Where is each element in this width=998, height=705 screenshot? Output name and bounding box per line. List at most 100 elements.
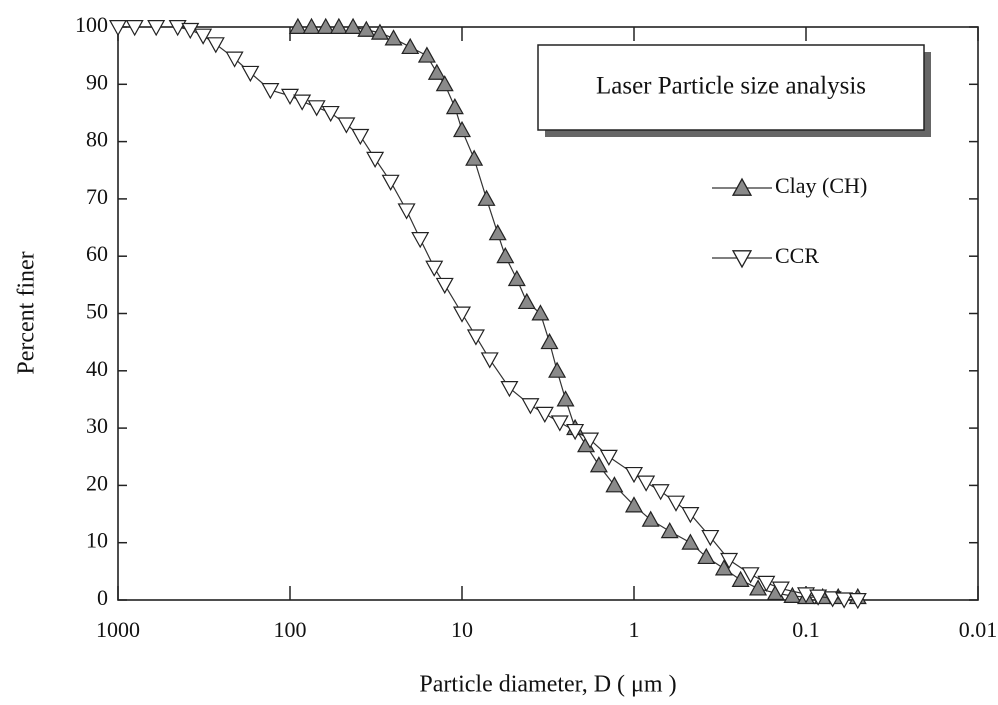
data-point — [366, 151, 385, 169]
y-tick-label: 90 — [86, 69, 108, 94]
x-tick-label: 10 — [451, 617, 473, 642]
y-tick-label: 80 — [86, 127, 108, 152]
data-point — [435, 75, 454, 92]
data-point — [731, 570, 750, 587]
data-point — [701, 529, 720, 547]
data-point — [465, 149, 484, 166]
data-point — [720, 552, 739, 570]
data-point — [641, 510, 660, 527]
data-point — [381, 174, 400, 191]
data-point — [302, 17, 321, 35]
data-point — [351, 128, 370, 146]
data-point — [651, 484, 670, 501]
data-point — [329, 17, 348, 35]
data-point — [181, 22, 200, 40]
legend-label: Clay (CH) — [775, 173, 867, 198]
data-point — [666, 495, 686, 512]
y-tick-label: 100 — [75, 12, 108, 37]
data-point — [521, 398, 540, 415]
data-point — [741, 567, 760, 584]
data-point — [370, 23, 389, 40]
data-point — [771, 581, 790, 598]
data-point — [466, 329, 485, 346]
data-point — [288, 17, 307, 35]
data-point — [261, 83, 280, 100]
data-point — [206, 37, 225, 54]
data-point — [605, 476, 624, 493]
data-point — [397, 203, 416, 220]
data-point — [835, 592, 854, 609]
data-point — [500, 380, 519, 398]
data-point — [427, 63, 446, 80]
data-point — [280, 88, 300, 105]
data-point — [809, 589, 828, 606]
y-tick-label: 30 — [86, 413, 108, 438]
data-point — [194, 28, 213, 45]
data-point — [321, 105, 340, 123]
data-point — [488, 224, 507, 241]
data-point — [714, 559, 733, 576]
x-axis-label: Particle diameter, D ( μm ) — [419, 672, 676, 698]
y-tick-label: 0 — [97, 585, 108, 610]
data-point — [316, 17, 335, 35]
title-box — [537, 44, 925, 131]
data-point — [548, 361, 567, 378]
data-point — [637, 475, 656, 492]
data-point — [384, 29, 403, 46]
data-point — [125, 20, 144, 37]
data-point — [337, 117, 356, 134]
data-point — [697, 547, 716, 565]
data-point — [757, 575, 776, 593]
data-point — [599, 449, 618, 466]
data-point — [556, 390, 575, 407]
data-point — [848, 592, 867, 610]
data-point — [357, 20, 376, 37]
y-tick-label: 40 — [86, 356, 108, 381]
data-point — [540, 332, 559, 350]
data-point — [225, 51, 244, 68]
data-point — [435, 277, 454, 295]
data-point — [445, 97, 464, 115]
data-point — [550, 415, 569, 432]
data-point — [624, 496, 644, 513]
data-point — [417, 46, 436, 63]
data-point — [480, 352, 499, 369]
legend-marker — [731, 177, 753, 196]
x-tick-label: 100 — [274, 617, 307, 642]
data-point — [531, 304, 550, 321]
data-point — [507, 269, 526, 287]
data-point — [535, 406, 554, 424]
data-point — [581, 432, 600, 449]
data-point — [241, 65, 260, 83]
x-tick-label: 1 — [629, 617, 640, 642]
y-tick-label: 70 — [86, 184, 108, 209]
y-tick-label: 60 — [86, 241, 108, 266]
data-point — [108, 20, 128, 37]
data-point — [496, 246, 515, 264]
x-tick-label: 0.01 — [959, 617, 998, 642]
data-point — [566, 423, 585, 441]
legend-marker — [731, 250, 753, 269]
data-point — [749, 579, 768, 596]
data-point — [477, 189, 496, 206]
data-point — [589, 456, 608, 473]
y-tick-label: 50 — [86, 299, 108, 324]
data-point — [401, 37, 420, 55]
data-point — [307, 100, 326, 117]
data-point — [147, 20, 166, 37]
data-point — [452, 120, 472, 138]
data-point — [344, 17, 363, 35]
data-point — [452, 306, 472, 323]
y-tick-label: 20 — [86, 470, 108, 495]
legend-label: CCR — [775, 243, 819, 268]
y-tick-label: 10 — [86, 528, 108, 553]
data-point — [681, 533, 700, 550]
data-point — [783, 586, 802, 603]
data-point — [168, 20, 187, 37]
y-axis-label: Percent finer — [14, 251, 40, 374]
data-point — [681, 507, 700, 524]
data-point — [411, 232, 430, 249]
data-point — [823, 591, 842, 608]
data-point — [425, 260, 444, 277]
chart-title: Laser Particle size analysis — [596, 73, 866, 100]
